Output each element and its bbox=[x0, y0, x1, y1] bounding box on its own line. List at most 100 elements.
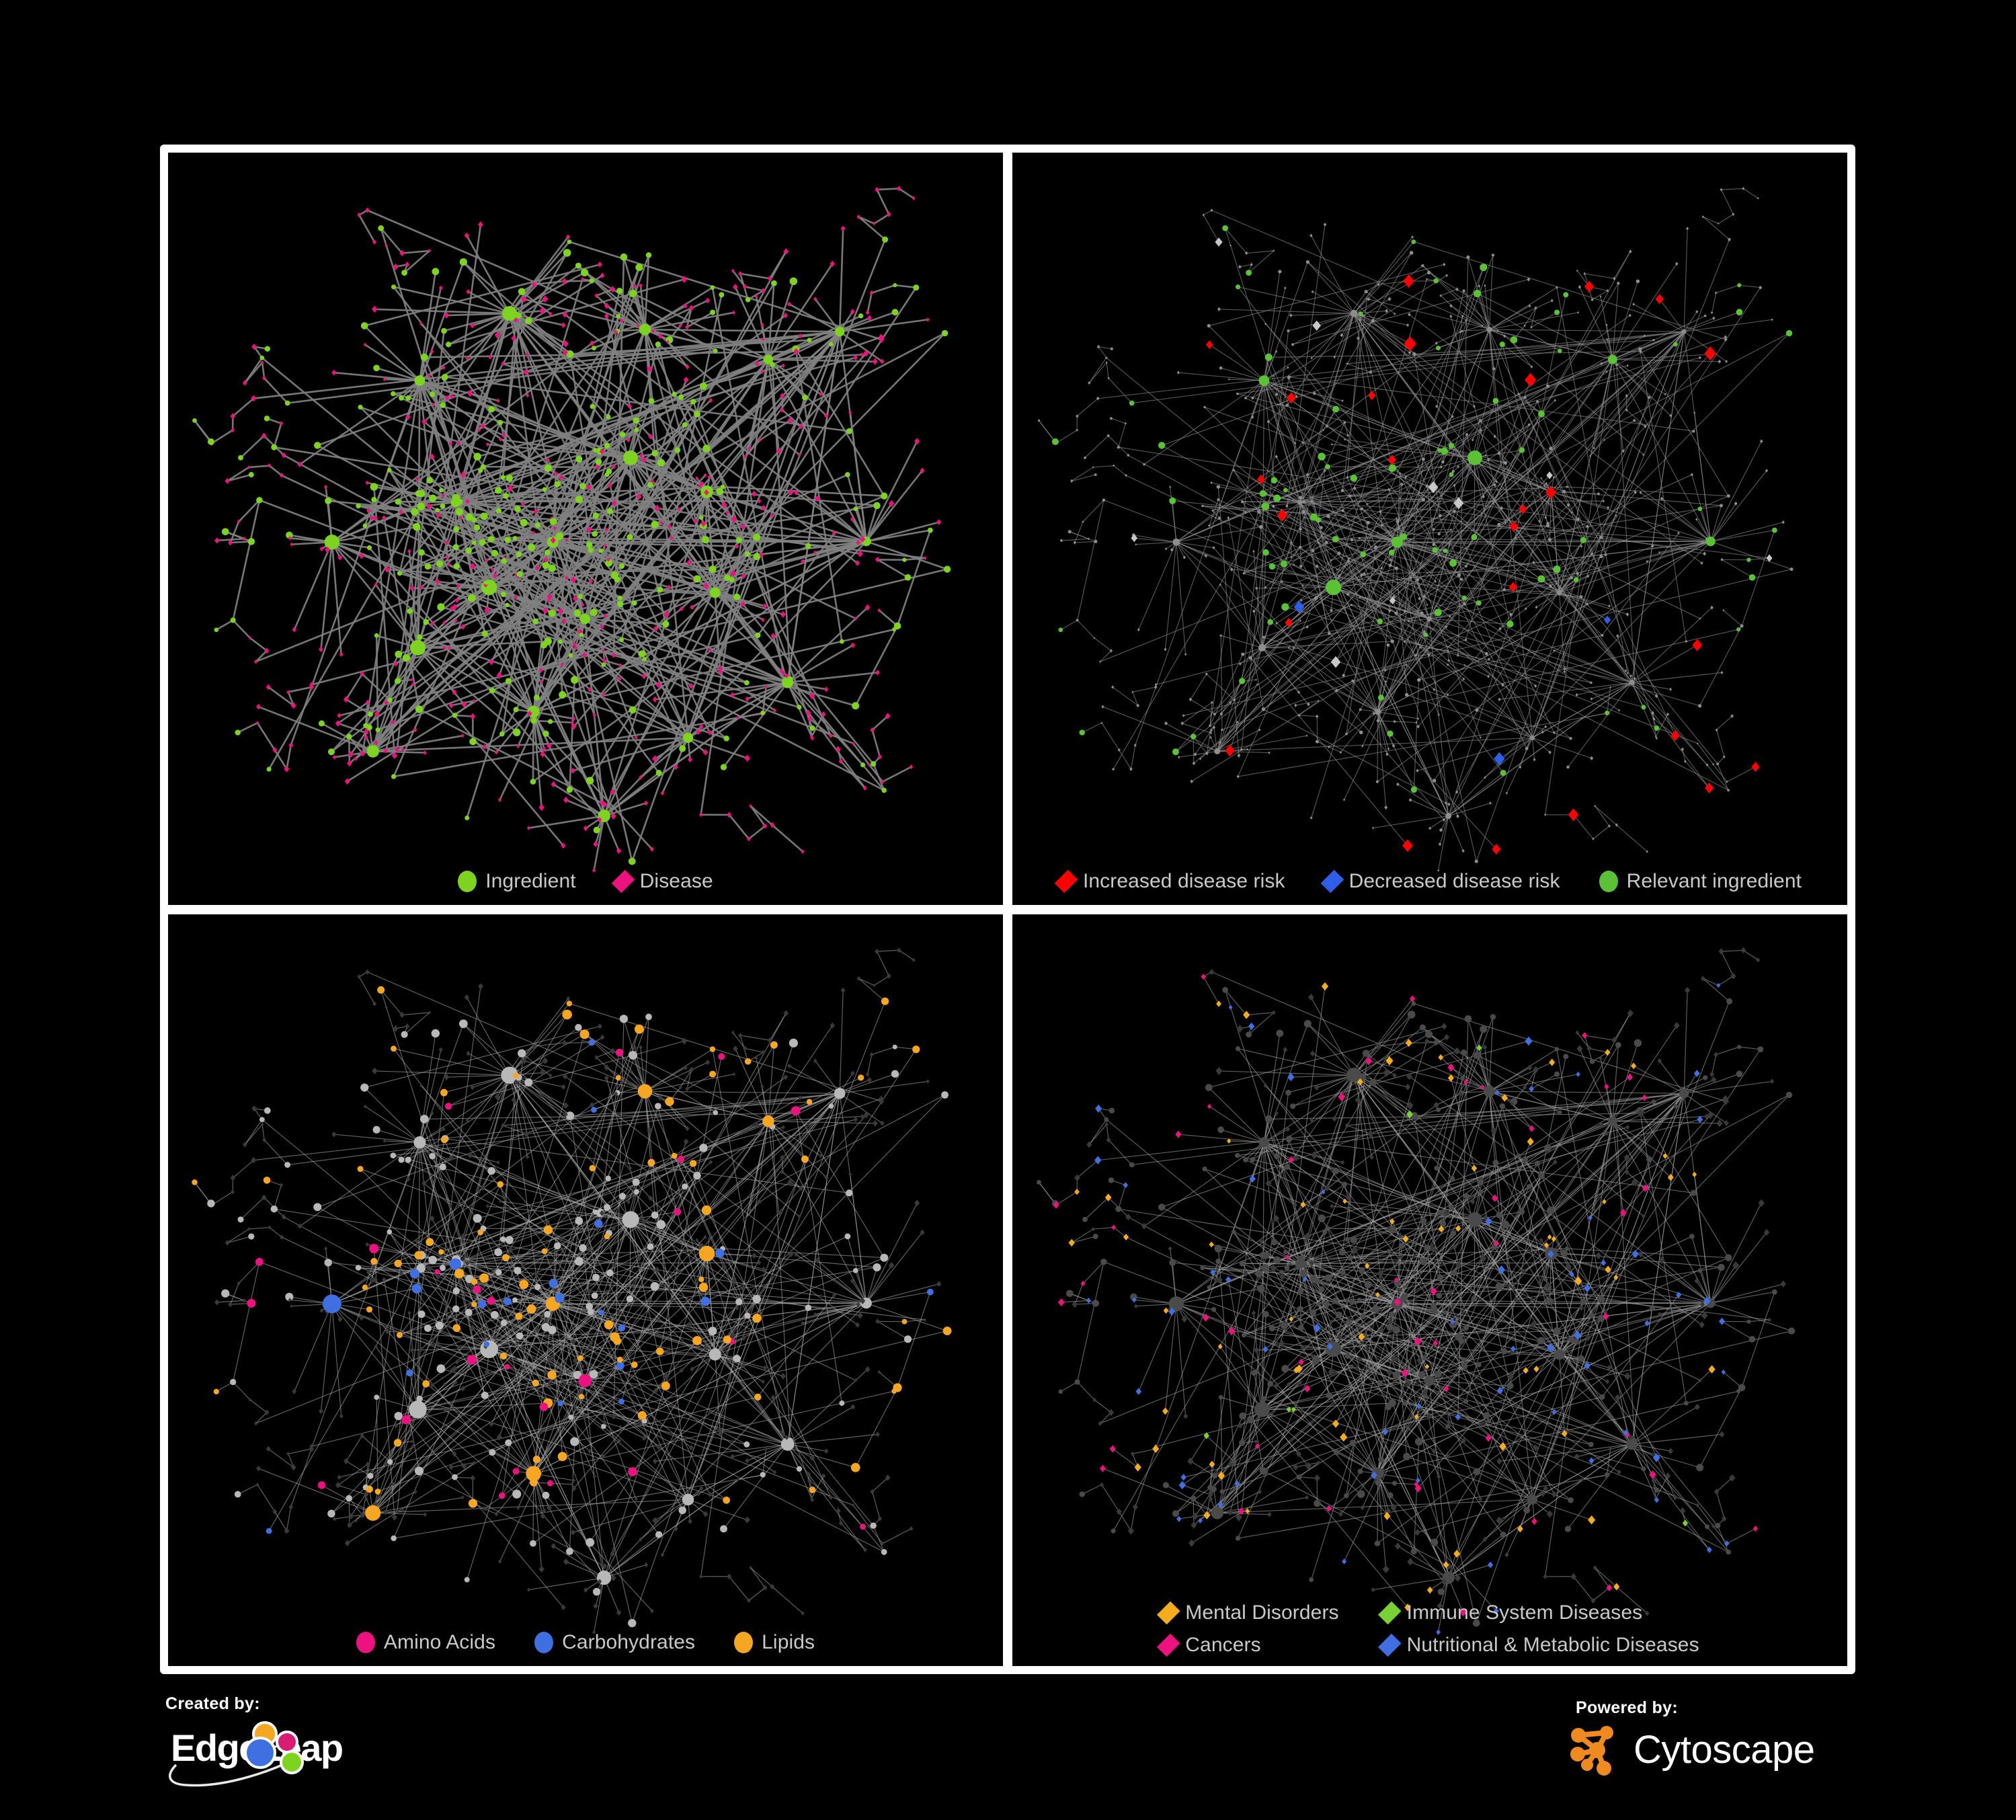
network-node-highlighted[interactable] bbox=[344, 778, 350, 785]
network-node[interactable] bbox=[1253, 1346, 1260, 1353]
network-node-highlighted[interactable] bbox=[615, 1074, 621, 1080]
network-node-highlighted[interactable] bbox=[542, 295, 549, 303]
network-node[interactable] bbox=[1347, 1254, 1353, 1261]
network-node-highlighted[interactable] bbox=[839, 639, 844, 644]
network-node-highlighted[interactable] bbox=[407, 608, 413, 615]
network-node-highlighted[interactable] bbox=[579, 632, 584, 637]
network-node[interactable] bbox=[540, 1512, 546, 1519]
network-node[interactable] bbox=[1566, 502, 1570, 507]
network-node[interactable] bbox=[566, 1547, 573, 1555]
network-node-highlighted[interactable] bbox=[483, 1341, 490, 1347]
network-node[interactable] bbox=[557, 1369, 564, 1376]
network-node[interactable] bbox=[430, 1215, 435, 1222]
network-node[interactable] bbox=[1405, 1083, 1411, 1090]
network-node[interactable] bbox=[652, 1516, 658, 1524]
network-node-highlighted[interactable] bbox=[602, 801, 608, 807]
network-node[interactable] bbox=[1096, 345, 1100, 349]
network-node-highlighted[interactable] bbox=[758, 438, 762, 442]
network-node[interactable] bbox=[839, 1400, 845, 1406]
network-node[interactable] bbox=[813, 1058, 817, 1063]
network-node[interactable] bbox=[1344, 438, 1346, 441]
network-node[interactable] bbox=[1453, 1047, 1461, 1055]
network-node-highlighted[interactable] bbox=[551, 781, 557, 788]
network-node[interactable] bbox=[1496, 1516, 1503, 1525]
network-node-highlighted[interactable] bbox=[1338, 1092, 1346, 1101]
network-node-highlighted[interactable] bbox=[709, 397, 713, 403]
network-node[interactable] bbox=[359, 1314, 364, 1320]
network-node-highlighted[interactable] bbox=[604, 1320, 614, 1329]
network-node-highlighted[interactable] bbox=[936, 519, 942, 526]
network-node[interactable] bbox=[733, 1045, 738, 1052]
network-node[interactable] bbox=[1599, 1394, 1605, 1400]
network-node[interactable] bbox=[1462, 289, 1465, 292]
network-node-highlighted[interactable] bbox=[611, 652, 616, 658]
network-node-highlighted[interactable] bbox=[577, 1355, 583, 1361]
network-node-highlighted[interactable] bbox=[1367, 391, 1376, 401]
network-node[interactable] bbox=[1231, 1229, 1236, 1234]
network-node-highlighted[interactable] bbox=[797, 705, 802, 710]
network-node-highlighted[interactable] bbox=[534, 522, 540, 528]
network-node[interactable] bbox=[1718, 359, 1722, 364]
network-node[interactable] bbox=[1326, 514, 1330, 518]
network-node[interactable] bbox=[1372, 1304, 1380, 1312]
network-node[interactable] bbox=[525, 1114, 529, 1119]
network-node-highlighted[interactable] bbox=[1094, 1155, 1102, 1164]
network-node[interactable] bbox=[1537, 1337, 1545, 1345]
network-node-highlighted[interactable] bbox=[497, 1181, 504, 1187]
network-node-highlighted[interactable] bbox=[591, 1106, 597, 1113]
network-node-highlighted[interactable] bbox=[592, 868, 596, 873]
network-node[interactable] bbox=[1261, 707, 1266, 711]
network-node[interactable] bbox=[1214, 748, 1221, 754]
legend-item-relevant-ingredient[interactable]: Relevant ingredient bbox=[1599, 870, 1802, 893]
network-node[interactable] bbox=[1437, 1209, 1442, 1214]
network-node-highlighted[interactable] bbox=[912, 1045, 920, 1053]
network-node[interactable] bbox=[565, 1299, 569, 1304]
network-node-highlighted[interactable] bbox=[1404, 1603, 1411, 1611]
network-node[interactable] bbox=[622, 1210, 639, 1228]
network-node-highlighted[interactable] bbox=[1485, 1216, 1492, 1226]
network-node-highlighted[interactable] bbox=[909, 764, 914, 770]
network-node-highlighted[interactable] bbox=[701, 1205, 712, 1215]
network-node[interactable] bbox=[1451, 1243, 1457, 1251]
network-node-highlighted[interactable] bbox=[454, 597, 459, 603]
network-node[interactable] bbox=[592, 1209, 598, 1214]
network-node-highlighted[interactable] bbox=[575, 496, 583, 504]
network-node-highlighted[interactable] bbox=[597, 262, 602, 268]
network-node-highlighted[interactable] bbox=[1365, 1056, 1373, 1065]
network-node[interactable] bbox=[1664, 1472, 1671, 1480]
network-node-highlighted[interactable] bbox=[541, 1248, 548, 1254]
network-node-highlighted[interactable] bbox=[420, 353, 428, 361]
network-node-highlighted[interactable] bbox=[867, 762, 871, 766]
network-node[interactable] bbox=[1449, 1320, 1457, 1329]
network-node[interactable] bbox=[1632, 1437, 1638, 1443]
network-node-highlighted[interactable] bbox=[477, 1228, 484, 1235]
network-node[interactable] bbox=[428, 1010, 432, 1015]
network-node[interactable] bbox=[1267, 1380, 1274, 1387]
network-node[interactable] bbox=[466, 1050, 471, 1056]
network-node-highlighted[interactable] bbox=[482, 744, 487, 750]
network-node-highlighted[interactable] bbox=[1604, 1083, 1609, 1090]
network-node-highlighted[interactable] bbox=[1471, 1164, 1478, 1172]
network-node[interactable] bbox=[1424, 1375, 1435, 1386]
network-node[interactable] bbox=[1357, 1468, 1363, 1474]
network-node-highlighted[interactable] bbox=[247, 538, 255, 545]
network-node[interactable] bbox=[1546, 521, 1550, 526]
network-node-highlighted[interactable] bbox=[1496, 1386, 1504, 1394]
network-node[interactable] bbox=[539, 1440, 544, 1446]
network-node[interactable] bbox=[1280, 1321, 1288, 1329]
network-node-highlighted[interactable] bbox=[297, 461, 303, 468]
network-node-highlighted[interactable] bbox=[365, 1505, 381, 1521]
network-node-highlighted[interactable] bbox=[450, 605, 454, 611]
network-node-highlighted[interactable] bbox=[1332, 405, 1340, 413]
network-node[interactable] bbox=[1771, 318, 1773, 321]
network-node-highlighted[interactable] bbox=[627, 403, 633, 409]
network-node[interactable] bbox=[1244, 397, 1247, 399]
network-node[interactable] bbox=[1274, 1110, 1279, 1116]
network-node-highlighted[interactable] bbox=[394, 1259, 402, 1267]
network-node[interactable] bbox=[844, 1233, 851, 1239]
network-node-highlighted[interactable] bbox=[1655, 294, 1664, 305]
network-node-highlighted[interactable] bbox=[319, 646, 324, 653]
network-node-highlighted[interactable] bbox=[207, 438, 214, 445]
network-node[interactable] bbox=[1257, 1488, 1262, 1495]
network-node-highlighted[interactable] bbox=[853, 506, 858, 512]
